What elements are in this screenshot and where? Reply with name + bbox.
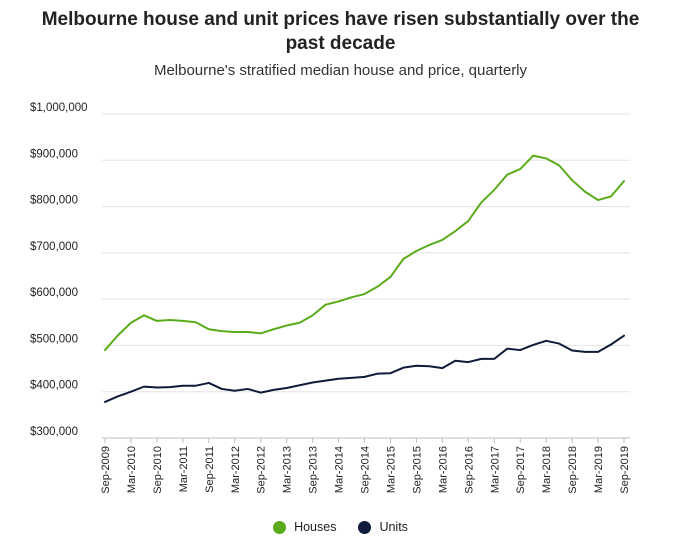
x-tick-label: Sep-2018	[567, 446, 579, 494]
y-tick-label: $800,000	[30, 195, 78, 207]
legend-item-houses[interactable]: Houses	[273, 520, 336, 534]
x-tick-label: Sep-2010	[152, 446, 164, 494]
x-tick-label: Sep-2009	[100, 446, 112, 494]
x-tick-label: Sep-2013	[308, 446, 320, 494]
x-tick-label: Mar-2013	[282, 446, 294, 493]
legend-item-units[interactable]: Units	[358, 520, 408, 534]
x-tick-label: Mar-2017	[489, 446, 501, 493]
x-tick-label: Sep-2011	[204, 446, 216, 493]
chart-subtitle: Melbourne's stratified median house and …	[153, 62, 528, 79]
chart-title-line-1: Melbourne house and unit prices have ris…	[41, 9, 640, 30]
x-tick-label: Sep-2012	[256, 446, 268, 494]
x-tick-label: Mar-2012	[230, 446, 242, 493]
series-line-houses	[104, 154, 625, 352]
x-tick-label: Mar-2015	[385, 446, 397, 493]
y-tick-label: $1,000,000	[30, 102, 88, 114]
legend-marker-units	[358, 520, 372, 534]
y-tick-label: $400,000	[30, 380, 78, 392]
x-tick-label: Sep-2015	[411, 446, 423, 494]
legend-label-units: Units	[379, 520, 408, 534]
x-tick-label: Mar-2019	[593, 446, 605, 493]
chart-title: Melbourne house and unit prices have ris…	[0, 8, 681, 56]
x-tick-label: Mar-2018	[541, 446, 553, 493]
x-tick-label: Sep-2019	[619, 446, 631, 494]
x-tick-label: Mar-2011	[178, 446, 190, 492]
legend: Houses Units	[0, 520, 681, 534]
legend-marker-houses	[273, 520, 287, 534]
y-tick-label: $500,000	[30, 333, 78, 345]
y-tick-label: $700,000	[30, 241, 78, 253]
y-tick-label: $900,000	[30, 148, 78, 160]
y-tick-label: $300,000	[30, 426, 78, 438]
chart-title-line-2: past decade	[285, 33, 396, 54]
x-tick-label: Mar-2014	[334, 446, 346, 493]
legend-label-houses: Houses	[294, 520, 337, 534]
x-tick-label: Mar-2010	[126, 446, 138, 493]
x-tick-label: Sep-2017	[515, 446, 527, 494]
x-tick-label: Mar-2016	[437, 446, 449, 493]
y-tick-label: $600,000	[30, 287, 78, 299]
series-line-units	[104, 334, 625, 403]
x-tick-label: Sep-2014	[360, 446, 372, 494]
x-tick-label: Sep-2016	[463, 446, 475, 494]
